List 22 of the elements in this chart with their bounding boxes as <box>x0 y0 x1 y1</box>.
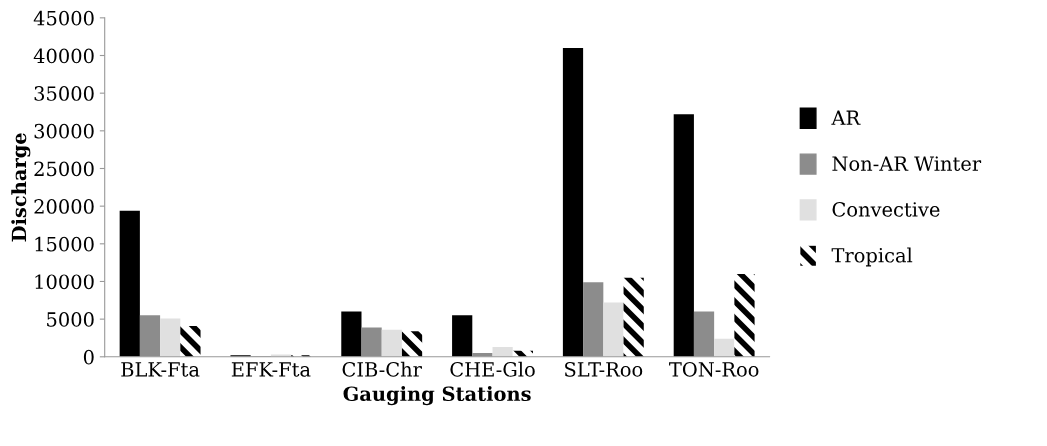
y-tick-label: 10000 <box>35 274 94 290</box>
x-tick-label: BLK-Fta <box>121 362 200 377</box>
x-tick-label: CIB-Chr <box>342 361 422 377</box>
x-tick-label: SLT-Roo <box>565 362 643 377</box>
y-tick-label: 15000 <box>35 236 94 252</box>
legend-label: AR <box>831 110 861 125</box>
legend-label: Non-AR Winter <box>832 156 982 171</box>
y-tick-label: 35000 <box>34 86 94 101</box>
legend-label: Convective <box>832 202 940 217</box>
y-tick-label: 25000 <box>34 161 94 177</box>
y-tick-label: 40000 <box>33 48 94 64</box>
x-axis-title: Gauging Stations <box>343 386 531 406</box>
y-tick-label: 0 <box>83 349 94 365</box>
x-tick-label: CHE-Glo <box>450 361 535 377</box>
y-tick-label: 45000 <box>33 10 94 26</box>
y-tick-label: 20000 <box>34 199 94 214</box>
y-tick-label: 30000 <box>34 123 94 139</box>
x-tick-label: EFK-Fta <box>231 362 311 377</box>
y-axis-title: Discharge <box>11 133 31 242</box>
x-tick-label: TON-Roo <box>669 362 759 377</box>
legend-label: Tropical <box>831 247 913 267</box>
y-tick-label: 5000 <box>47 312 94 327</box>
